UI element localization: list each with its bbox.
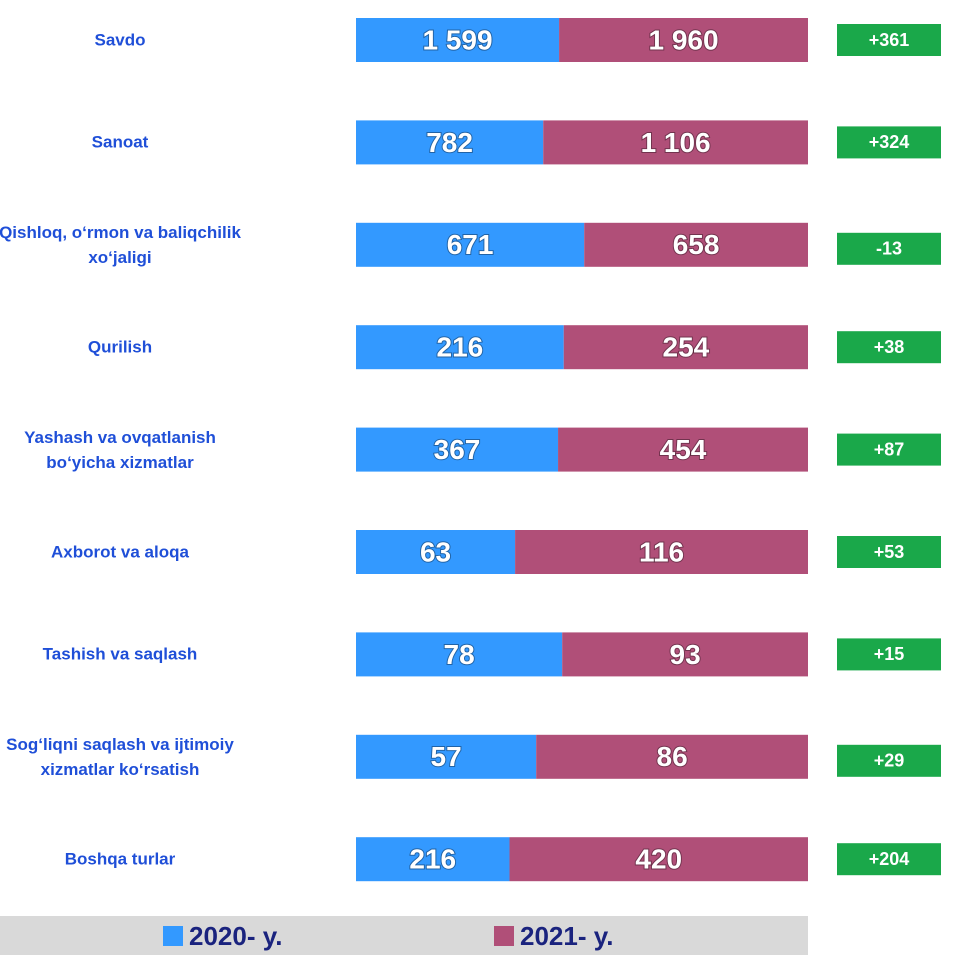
difference-label: +87 [874,439,905,459]
bar-segment [563,325,808,370]
value-label: 1 106 [641,127,711,158]
bar-segment [356,18,560,62]
category-label: Sog‘liqni saqlash va ijtimoiy xizmatlar … [6,734,234,779]
bar-segment [356,530,516,574]
legend-band [0,916,808,955]
value-label: 1 960 [648,24,718,55]
bar-segment [509,837,808,882]
difference-box [837,433,941,466]
value-label: 78 [444,639,475,670]
bar-segment [584,222,808,267]
bar-segment [559,18,808,62]
bar-segment [356,120,544,165]
category-label: Boshqa turlar [64,849,176,869]
value-label: 1 599 [422,24,492,55]
value-label: 93 [670,639,701,670]
value-label: 420 [635,844,682,875]
difference-box [837,744,941,777]
category-label: Axborot va aloqa [51,542,189,562]
difference-label: +38 [874,337,905,357]
difference-box [837,638,941,671]
bar-segment [356,632,563,677]
category-label: Sanoat [91,132,149,152]
category-label: Savdo [94,30,146,50]
bar-segment [543,120,808,165]
legend-swatch [163,926,183,946]
legend-label: 2020- y. [189,921,282,951]
difference-label: +324 [869,132,910,152]
difference-box [837,24,941,56]
difference-label: +204 [869,849,910,869]
category-label: Tashish va saqlash [42,644,198,664]
difference-label: +361 [869,30,910,50]
bar-segment [515,530,808,574]
category-label: Qishloq, o‘rmon va baliqchilik xo‘jaligi [0,222,241,267]
difference-label: +29 [874,751,905,771]
bar-segment [356,734,537,779]
difference-label: +15 [874,644,905,664]
bar-segment [356,427,559,472]
value-label: 367 [434,434,481,465]
value-label: 254 [663,332,710,363]
bar-segment [356,325,564,370]
difference-box [837,331,941,364]
category-label: Yashash va ovqatlanish bo‘yicha xizmatla… [24,427,216,472]
value-label: 116 [639,536,684,567]
bar-segment [356,837,510,882]
value-label: 782 [426,127,473,158]
value-label: 454 [660,434,707,465]
difference-box [837,232,941,265]
difference-label: -13 [876,239,902,259]
difference-box [837,126,941,159]
bar-segment [558,427,808,472]
category-label: Qurilish [87,337,153,357]
legend-swatch [494,926,514,946]
value-label: 57 [431,741,462,772]
value-label: 63 [420,536,451,567]
legend-label: 2021- y. [520,921,613,951]
value-label: 216 [437,332,484,363]
difference-label: +53 [874,542,905,562]
value-label: 86 [657,741,688,772]
bar-segment [536,734,808,779]
value-label: 658 [673,229,720,260]
difference-box [837,843,941,876]
value-label: 671 [447,229,494,260]
value-label: 216 [409,844,456,875]
difference-box [837,536,941,568]
bar-segment [562,632,808,677]
bar-segment [356,222,585,267]
